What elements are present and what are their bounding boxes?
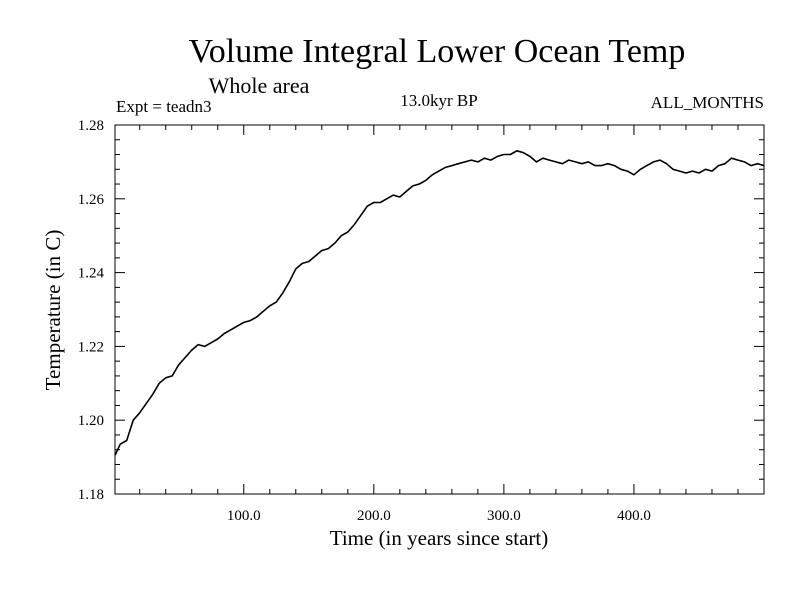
y-tick-label: 1.28 [78, 118, 104, 134]
experiment-label: Expt = teadn3 [116, 97, 212, 116]
months-label: ALL_MONTHS [651, 93, 764, 112]
y-tick-label: 1.24 [78, 266, 105, 282]
y-tick-label: 1.20 [78, 413, 104, 429]
x-tick-label: 300.0 [487, 508, 521, 524]
y-tick-label: 1.22 [78, 339, 104, 355]
y-tick-label: 1.26 [78, 192, 105, 208]
chart-subtitle: Whole area [209, 73, 310, 98]
period-label: 13.0kyr BP [400, 91, 477, 110]
y-axis-label: Temperature (in C) [41, 230, 65, 391]
y-tick-label: 1.18 [78, 487, 104, 503]
x-axis-label: Time (in years since start) [330, 526, 549, 550]
x-tick-label: 100.0 [227, 508, 261, 524]
x-tick-label: 400.0 [617, 508, 651, 524]
x-tick-label: 200.0 [357, 508, 391, 524]
series-line-temperature [114, 150, 765, 456]
chart-title: Volume Integral Lower Ocean Temp [189, 33, 686, 70]
plot-frame [114, 124, 765, 495]
